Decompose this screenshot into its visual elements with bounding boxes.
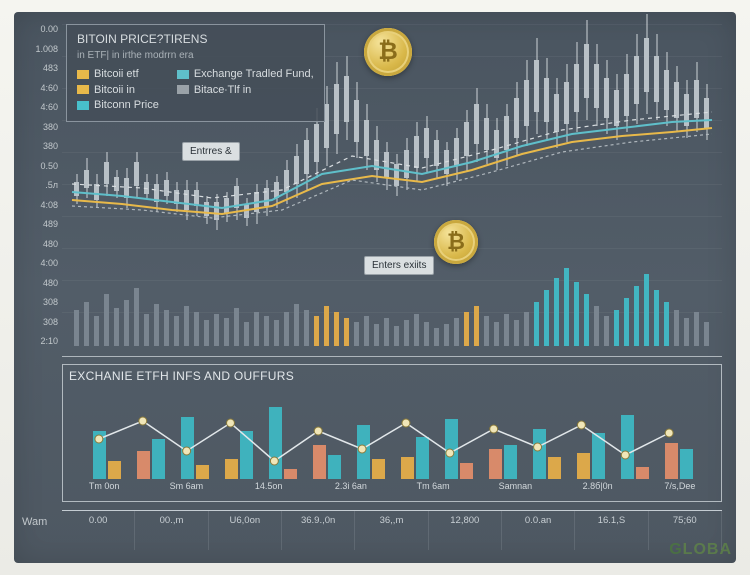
legend-item: Bitcoii etf	[77, 67, 159, 82]
legend-item: Bitace∙Tlf in	[177, 83, 314, 98]
flows-line	[63, 387, 721, 479]
bitcoin-coin-icon: ₿	[434, 220, 478, 264]
legend-item: Bitcoii in	[77, 83, 159, 98]
legend: BITOIN PRICE?TIRENS in ETF| in irthe mod…	[66, 24, 325, 122]
annotation-label: Enters exiits	[364, 256, 434, 275]
chart-container: 0.001.0084834:604:603803800.50.5л4:08489…	[14, 12, 736, 563]
bitcoin-coin-icon: ₿	[364, 28, 412, 76]
x-axis-origin-label: Wam	[22, 516, 47, 528]
legend-item: Exchange Tradled Fund,	[177, 67, 314, 82]
main-x-axis: 0.0000.,mU6,0on36.9.,0n36,,m12,8000.0.an…	[62, 510, 722, 550]
sub-x-axis: Tm 0onSm 6am14.5on2.3i 6anTm 6amSamnan2.…	[63, 481, 721, 499]
legend-title: BITOIN PRICE?TIRENS	[77, 31, 314, 47]
y-axis-ticks: 0.001.0084834:604:603803800.50.5л4:08489…	[20, 24, 58, 346]
legend-item: Bitconn Price	[77, 98, 159, 113]
annotation-label: Entrres &	[182, 142, 240, 161]
legend-subtitle: in ETF| in irthe modrrn era	[77, 49, 314, 63]
sub-plot-title: Exchanie etfh infs and ouffurs	[69, 369, 294, 383]
main-price-plot: BITOIN PRICE?TIRENS in ETF| in irthe mod…	[62, 24, 722, 346]
watermark-logo: GLOBA	[669, 541, 732, 559]
separator	[62, 356, 722, 357]
sub-flows-plot: Exchanie etfh infs and ouffurs Tm 0onSm …	[62, 364, 722, 502]
